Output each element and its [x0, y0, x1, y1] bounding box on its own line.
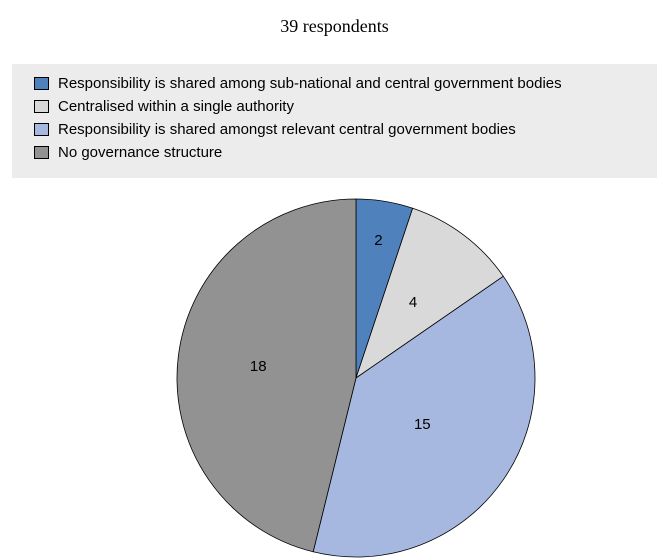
- pie-chart: 2 4 15 18: [176, 198, 536, 558]
- legend-label: Responsibility is shared among sub-natio…: [58, 75, 562, 92]
- legend-item: Centralised within a single authority: [34, 95, 657, 118]
- legend-item: No governance structure: [34, 141, 657, 164]
- slice-value-label: 18: [250, 358, 267, 375]
- pie-slice: [355, 207, 504, 380]
- legend-swatch: [34, 77, 49, 90]
- legend-label: Responsibility is shared amongst relevan…: [58, 121, 516, 138]
- legend-label: No governance structure: [58, 144, 223, 161]
- chart-title: 39 respondents: [280, 16, 389, 36]
- pie-slice: [176, 198, 357, 553]
- slice-value-label: 4: [409, 294, 417, 311]
- legend-item: Responsibility is shared among sub-natio…: [34, 72, 657, 95]
- legend-swatch: [34, 100, 49, 113]
- chart-legend: Responsibility is shared among sub-natio…: [12, 64, 657, 178]
- legend-label: Centralised within a single authority: [58, 98, 294, 115]
- pie-slices: [176, 198, 536, 558]
- slice-value-label: 15: [414, 416, 431, 433]
- pie-labels: 2 4 15 18: [250, 232, 431, 433]
- legend-swatch: [34, 146, 49, 159]
- legend-swatch: [34, 123, 49, 136]
- slice-value-label: 2: [374, 232, 382, 249]
- legend-item: Responsibility is shared amongst relevan…: [34, 118, 657, 141]
- pie-slice: [312, 275, 536, 558]
